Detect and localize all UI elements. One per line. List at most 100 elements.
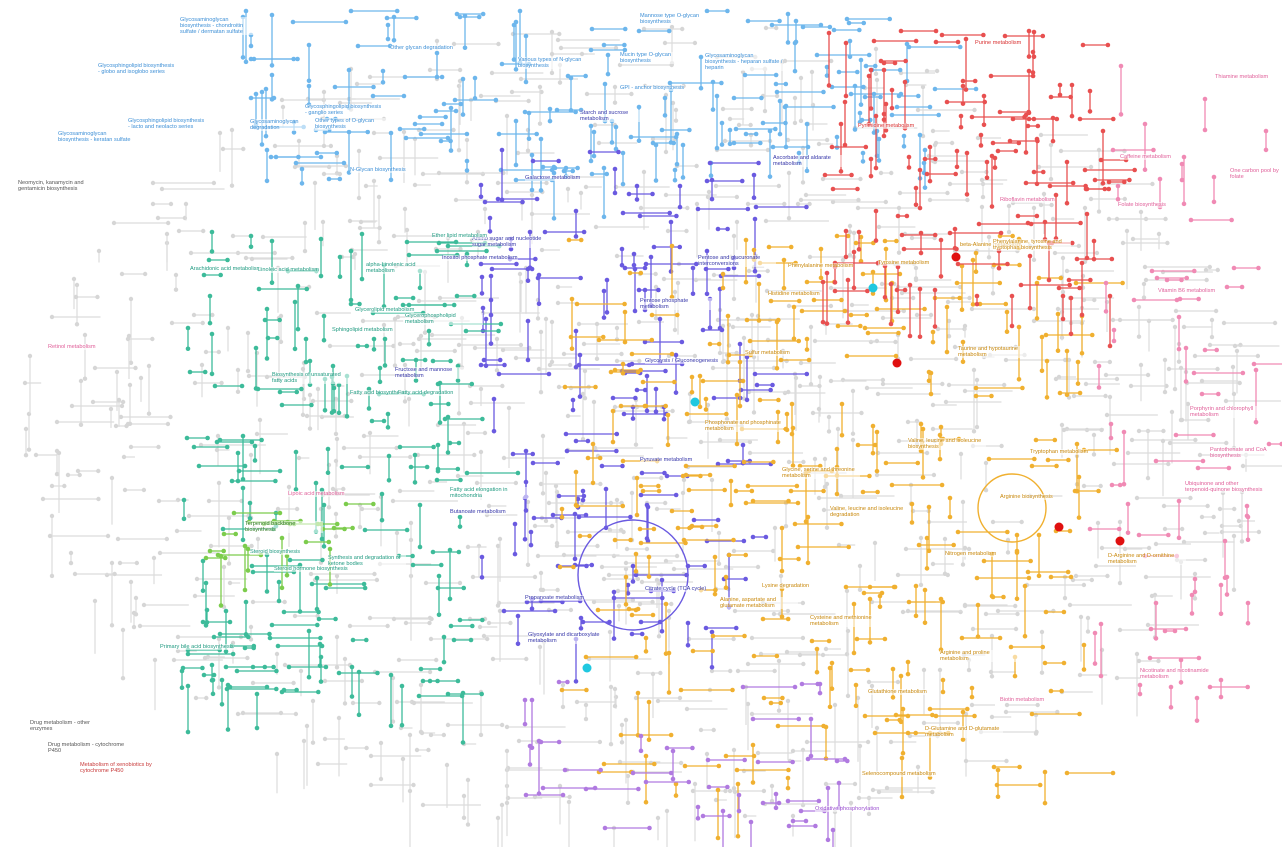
pathway-node [1017, 263, 1022, 268]
pathway-node [780, 526, 785, 531]
compound-node [550, 320, 554, 324]
pathway-node [1065, 160, 1070, 165]
pathway-node [1024, 181, 1029, 186]
compound-node [158, 551, 162, 555]
pathway-node [776, 318, 781, 323]
compound-node [539, 330, 543, 334]
pathway-node [1070, 114, 1075, 119]
pathway-node [948, 496, 953, 501]
compound-node [276, 507, 280, 511]
compound-node [1170, 410, 1174, 414]
compound-node [1139, 363, 1143, 367]
compound-node [538, 645, 542, 649]
pathway-node [1037, 533, 1042, 538]
compound-node [530, 193, 534, 197]
compound-node [95, 295, 99, 299]
pathway-node [304, 360, 309, 365]
compound-node [487, 504, 491, 508]
pathway-node [704, 397, 709, 402]
pathway-node [861, 85, 866, 90]
compound-node [1167, 367, 1171, 371]
pathway-node [790, 402, 795, 407]
pathway-node [531, 461, 536, 466]
pathway-node [322, 314, 327, 319]
compound-node [798, 653, 802, 657]
pathway-node [849, 313, 854, 318]
pathway-node [1030, 712, 1035, 717]
compound-node [879, 171, 883, 175]
pathway-node [643, 266, 648, 271]
pathway-node [449, 106, 454, 111]
compound-node [353, 252, 357, 256]
pathway-node [705, 292, 710, 297]
pathway-node [815, 53, 820, 58]
pathway-node [955, 165, 960, 170]
pathway-node [225, 258, 230, 263]
compound-node [193, 594, 197, 598]
pathway-node [226, 727, 231, 732]
pathway-node [337, 671, 342, 676]
pathway-node [567, 238, 572, 243]
pathway-node [849, 668, 854, 673]
pathway-node [1229, 218, 1234, 223]
pathway-node [699, 55, 704, 60]
compound-node [963, 324, 967, 328]
pathway-node [481, 12, 486, 17]
pathway-node [663, 404, 668, 409]
compound-node [201, 321, 205, 325]
pathway-node [669, 733, 674, 738]
pathway-node [535, 197, 540, 202]
pathway-node [690, 509, 695, 514]
compound-node [931, 129, 935, 133]
compound-node [34, 453, 38, 457]
pathway-node [307, 629, 312, 634]
compound-node [991, 520, 995, 524]
compound-node [693, 782, 697, 786]
pathway-node [357, 713, 362, 718]
compound-node [462, 816, 466, 820]
pathway-node [186, 346, 191, 351]
pathway-node [835, 135, 840, 140]
compound-node [550, 52, 554, 56]
pathway-node [612, 590, 617, 595]
pathway-node [660, 578, 665, 583]
pathway-node [715, 94, 720, 99]
pathway-node [923, 148, 928, 153]
pathway-node [883, 239, 888, 244]
pathway-node [948, 515, 953, 520]
compound-node [129, 445, 133, 449]
pathway-node [1240, 285, 1245, 290]
pathway-node [537, 273, 542, 278]
pathway-node [1120, 281, 1125, 286]
pathway-node [591, 442, 596, 447]
pathway-node [621, 211, 626, 216]
compound-node [456, 474, 460, 478]
pathway-node [715, 146, 720, 151]
pathway-node [736, 782, 741, 787]
pathway-node [895, 105, 900, 110]
pathway-node [602, 43, 607, 48]
compound-node [598, 482, 602, 486]
compound-node [1123, 547, 1127, 551]
compound-node [736, 669, 740, 673]
pathway-node [1158, 177, 1163, 182]
compound-node [526, 563, 530, 567]
compound-node [1006, 550, 1010, 554]
pathway-node [914, 186, 919, 191]
pathway-node [713, 555, 718, 560]
compound-node [856, 206, 860, 210]
pathway-node [846, 545, 851, 550]
pathway-node [319, 274, 324, 279]
pathway-node [524, 480, 529, 485]
pathway-node [907, 155, 912, 160]
compound-node [96, 469, 100, 473]
pathway-node [982, 100, 987, 105]
compound-node [337, 716, 341, 720]
compound-node [457, 148, 461, 152]
compound-node [938, 668, 942, 672]
compound-node [579, 191, 583, 195]
pathway-node [874, 238, 879, 243]
pathway-node [1223, 539, 1228, 544]
compound-node [1086, 616, 1090, 620]
pathway-node [1245, 685, 1250, 690]
